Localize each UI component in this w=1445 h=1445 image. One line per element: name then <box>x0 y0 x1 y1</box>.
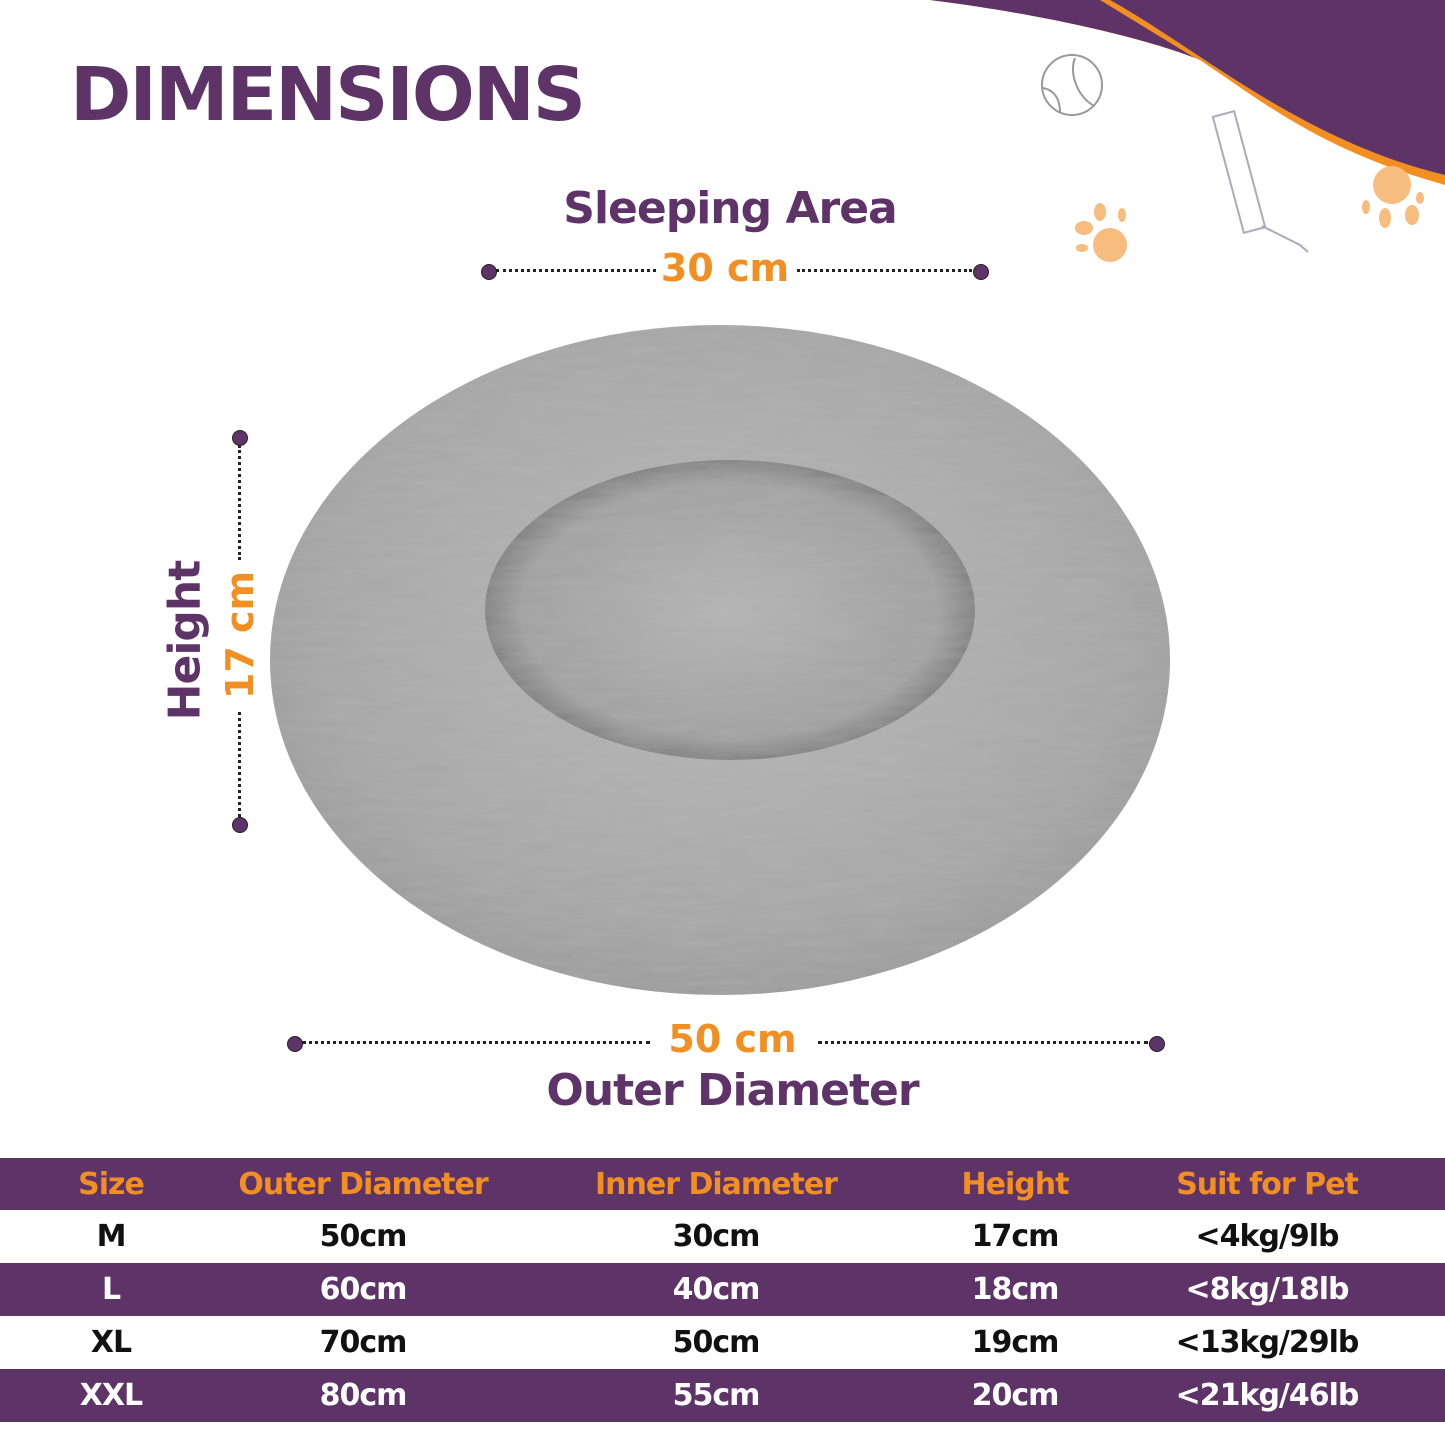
table-row: M 50cm 30cm 17cm <4kg/9lb <box>0 1210 1445 1263</box>
dimension-line <box>818 1041 1148 1044</box>
height-value: 17 cm <box>218 570 262 700</box>
outer-diameter-label: Outer Diameter <box>546 1065 919 1116</box>
cell: <13kg/29lb <box>1175 1325 1360 1360</box>
corner-swoosh-decoration <box>930 0 1445 262</box>
dimension-line <box>797 269 972 272</box>
cell: 55cm <box>672 1378 761 1413</box>
water-bottle-icon <box>1211 109 1309 253</box>
cell: <8kg/18lb <box>1185 1272 1350 1307</box>
cell: 70cm <box>319 1325 408 1360</box>
page-title: DIMENSIONS <box>70 52 586 138</box>
sleeping-area-value: 30 cm <box>660 246 790 290</box>
dimension-line <box>496 269 656 272</box>
header-outer-diameter: Outer Diameter <box>238 1166 488 1202</box>
cell: L <box>101 1272 121 1307</box>
header-suit-for-pet: Suit for Pet <box>1176 1166 1359 1202</box>
cell: 30cm <box>672 1219 761 1254</box>
sleeping-area-label: Sleeping Area <box>563 183 897 234</box>
table-header: Size Outer Diameter Inner Diameter Heigh… <box>0 1158 1445 1210</box>
cell: 80cm <box>319 1378 408 1413</box>
pet-bed-image <box>270 325 1170 995</box>
dimension-line <box>302 1041 650 1044</box>
header-height: Height <box>961 1166 1070 1202</box>
dimension-endpoint <box>232 817 248 833</box>
cell: 20cm <box>971 1378 1060 1413</box>
dimension-endpoint <box>287 1036 303 1052</box>
dimension-endpoint <box>481 264 497 280</box>
table-row: L 60cm 40cm 18cm <8kg/18lb <box>0 1263 1445 1316</box>
dimension-endpoint <box>232 430 248 446</box>
height-label: Height <box>159 560 211 721</box>
cell: 60cm <box>319 1272 408 1307</box>
table-row: XXL 80cm 55cm 20cm <21kg/46lb <box>0 1369 1445 1422</box>
cell: 50cm <box>319 1219 408 1254</box>
cell: M <box>96 1219 127 1254</box>
dimension-endpoint <box>973 264 989 280</box>
dimension-line <box>238 712 241 817</box>
cell: 17cm <box>971 1219 1060 1254</box>
cell: 18cm <box>971 1272 1060 1307</box>
dimension-line <box>238 445 241 560</box>
header-size: Size <box>78 1166 145 1202</box>
cell: XL <box>90 1325 132 1360</box>
cell: XXL <box>79 1378 143 1413</box>
cell: 50cm <box>672 1325 761 1360</box>
cell: <21kg/46lb <box>1175 1378 1360 1413</box>
cell: <4kg/9lb <box>1195 1219 1339 1254</box>
paw-print-icon <box>1075 203 1127 262</box>
table-row: XL 70cm 50cm 19cm <13kg/29lb <box>0 1316 1445 1369</box>
paw-print-icon <box>1362 166 1424 228</box>
size-table: Size Outer Diameter Inner Diameter Heigh… <box>0 1158 1445 1422</box>
header-inner-diameter: Inner Diameter <box>595 1166 838 1202</box>
dimension-endpoint <box>1149 1036 1165 1052</box>
cell: 19cm <box>971 1325 1060 1360</box>
outer-diameter-value: 50 cm <box>668 1017 797 1061</box>
cell: 40cm <box>672 1272 761 1307</box>
tennis-ball-icon <box>1041 54 1103 116</box>
